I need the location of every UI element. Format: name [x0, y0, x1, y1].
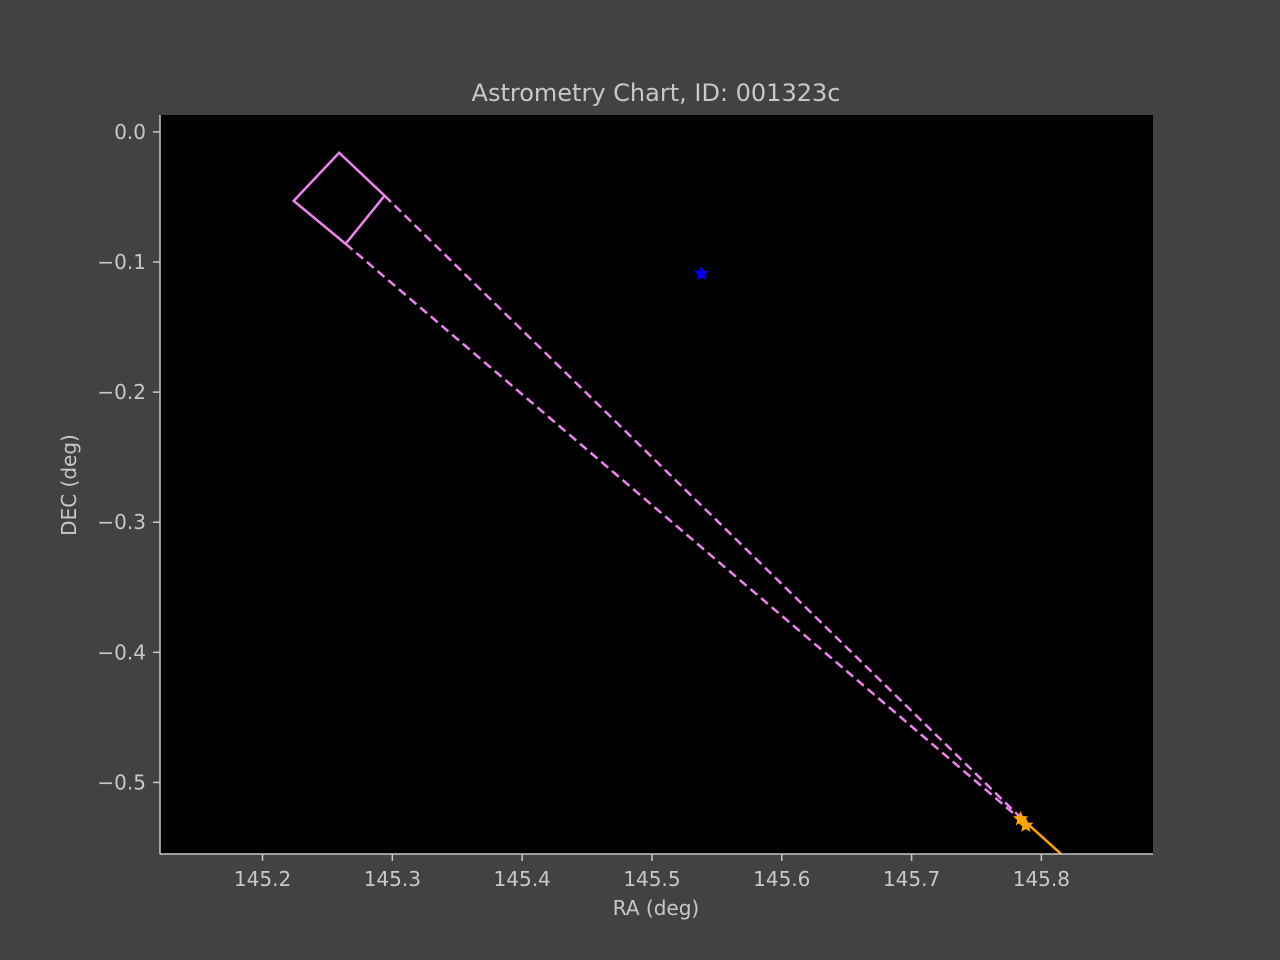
y-axis-label: DEC (deg): [57, 434, 81, 536]
y-tick-label: −0.4: [97, 640, 146, 664]
y-tick-label: −0.2: [97, 380, 146, 404]
chart-title: Astrometry Chart, ID: 001323c: [472, 79, 841, 107]
y-tick-label: 0.0: [114, 120, 146, 144]
projection-line: [344, 242, 1026, 824]
x-tick-label: 145.2: [234, 867, 291, 891]
projection-line: [383, 194, 1022, 819]
field-of-view-box: [291, 150, 387, 246]
x-tick-label: 145.4: [494, 867, 551, 891]
y-tick-label: −0.3: [97, 510, 146, 534]
y-axis-ticks: 0.0 −0.1 −0.2 −0.3 −0.4 −0.5: [97, 120, 160, 794]
x-axis-ticks: 145.2 145.3 145.4 145.5 145.6 145.7 145.8: [234, 854, 1070, 891]
x-tick-label: 145.5: [623, 867, 680, 891]
x-tick-label: 145.6: [753, 867, 810, 891]
x-axis-label: RA (deg): [613, 896, 699, 920]
y-tick-label: −0.1: [97, 250, 146, 274]
x-tick-label: 145.3: [364, 867, 421, 891]
x-tick-label: 145.8: [1013, 867, 1070, 891]
star-marker: [1018, 817, 1034, 832]
star-marker: [693, 265, 709, 281]
x-tick-label: 145.7: [883, 867, 940, 891]
y-tick-label: −0.5: [97, 770, 146, 794]
plot-marks: [291, 150, 1063, 854]
plot-area: [160, 115, 1153, 854]
